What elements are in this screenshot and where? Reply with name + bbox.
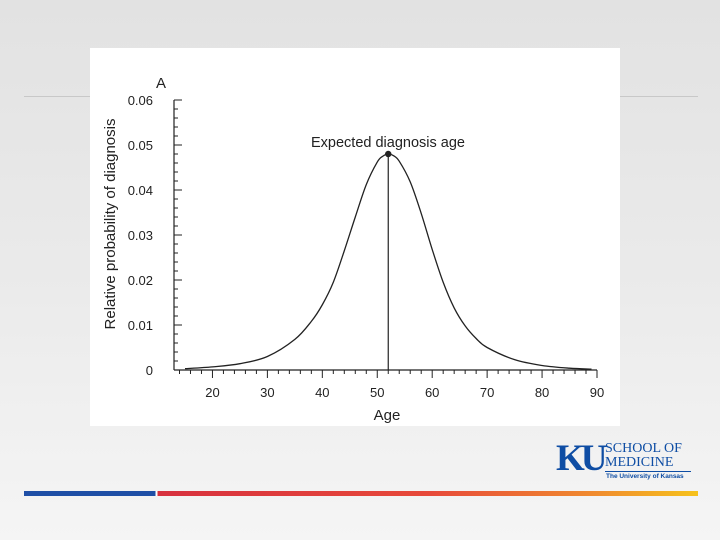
y-tick-label: 0.01	[128, 318, 153, 333]
x-tick-label: 30	[260, 385, 274, 400]
footer-color-bar	[24, 491, 698, 496]
x-tick-label: 80	[535, 385, 549, 400]
y-axis-title: Relative probability of diagnosis	[102, 119, 119, 330]
x-tick-label: 60	[425, 385, 439, 400]
x-axis-title: Age	[374, 407, 401, 424]
logo-line-university: The University of Kansas	[606, 473, 684, 480]
y-tick-label: 0.05	[128, 138, 153, 153]
x-tick-label: 50	[370, 385, 384, 400]
x-tick-label: 40	[315, 385, 329, 400]
y-tick-label: 0.03	[128, 228, 153, 243]
y-tick-label: 0.06	[128, 93, 153, 108]
panel-label: A	[156, 75, 166, 92]
annotation-label: Expected diagnosis age	[311, 135, 465, 151]
axes: 0 0.01 0.02 0.03 0.04 0.05 0.06 20 30 40 50 60 70 80 9…	[128, 93, 605, 400]
logo-underline	[605, 471, 691, 472]
x-tick-label: 20	[205, 385, 219, 400]
y-tick-label: 0.02	[128, 273, 153, 288]
expected-age-point	[385, 150, 392, 158]
ku-logo-mark: KU	[556, 438, 607, 479]
data-layer	[184, 150, 592, 370]
y-tick-label: 0.04	[128, 183, 153, 198]
logo-line-school: SCHOOL OF	[605, 441, 682, 456]
logo-line-medicine: MEDICINE	[605, 455, 674, 470]
ku-school-of-medicine-logo: KU SCHOOL OF MEDICINE The University of …	[556, 438, 696, 485]
y-tick-label: 0	[146, 363, 153, 378]
chart-card: A Relative probability of diagnosis Age …	[90, 48, 620, 426]
chart: A Relative probability of diagnosis Age …	[102, 75, 605, 424]
x-tick-label: 90	[590, 385, 604, 400]
x-tick-label: 70	[480, 385, 494, 400]
